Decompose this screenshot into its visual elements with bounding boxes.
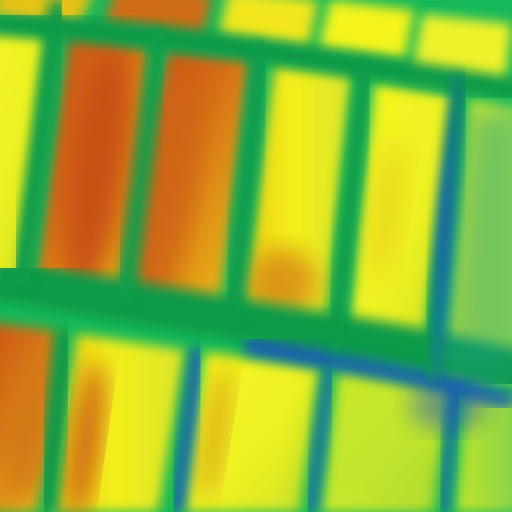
vertical-frame-2 (116, 31, 168, 304)
hotspot-1 (61, 46, 131, 294)
vertical-frame-1 (11, 0, 67, 287)
hotspot-7 (365, 140, 407, 280)
panel-top-4 (318, 0, 414, 60)
vertical-frame-4 (326, 61, 374, 351)
panel-top-3 (218, 0, 318, 48)
vertical-frame-3 (222, 43, 271, 327)
panel-top-2 (104, 0, 211, 37)
blue-pocket (410, 380, 486, 430)
hotspot-5 (67, 360, 105, 512)
panel-upper-1 (0, 29, 48, 280)
shading-overlays (292, 110, 512, 512)
hotspot-6 (198, 362, 232, 502)
horizontal-frame-top (0, 10, 512, 102)
vertical-frame-7 (169, 347, 205, 512)
hotspot-3 (246, 248, 318, 318)
vertical-frame-5 (421, 73, 471, 381)
vertical-frame-6 (36, 328, 76, 512)
right-cool-zone (438, 110, 512, 380)
